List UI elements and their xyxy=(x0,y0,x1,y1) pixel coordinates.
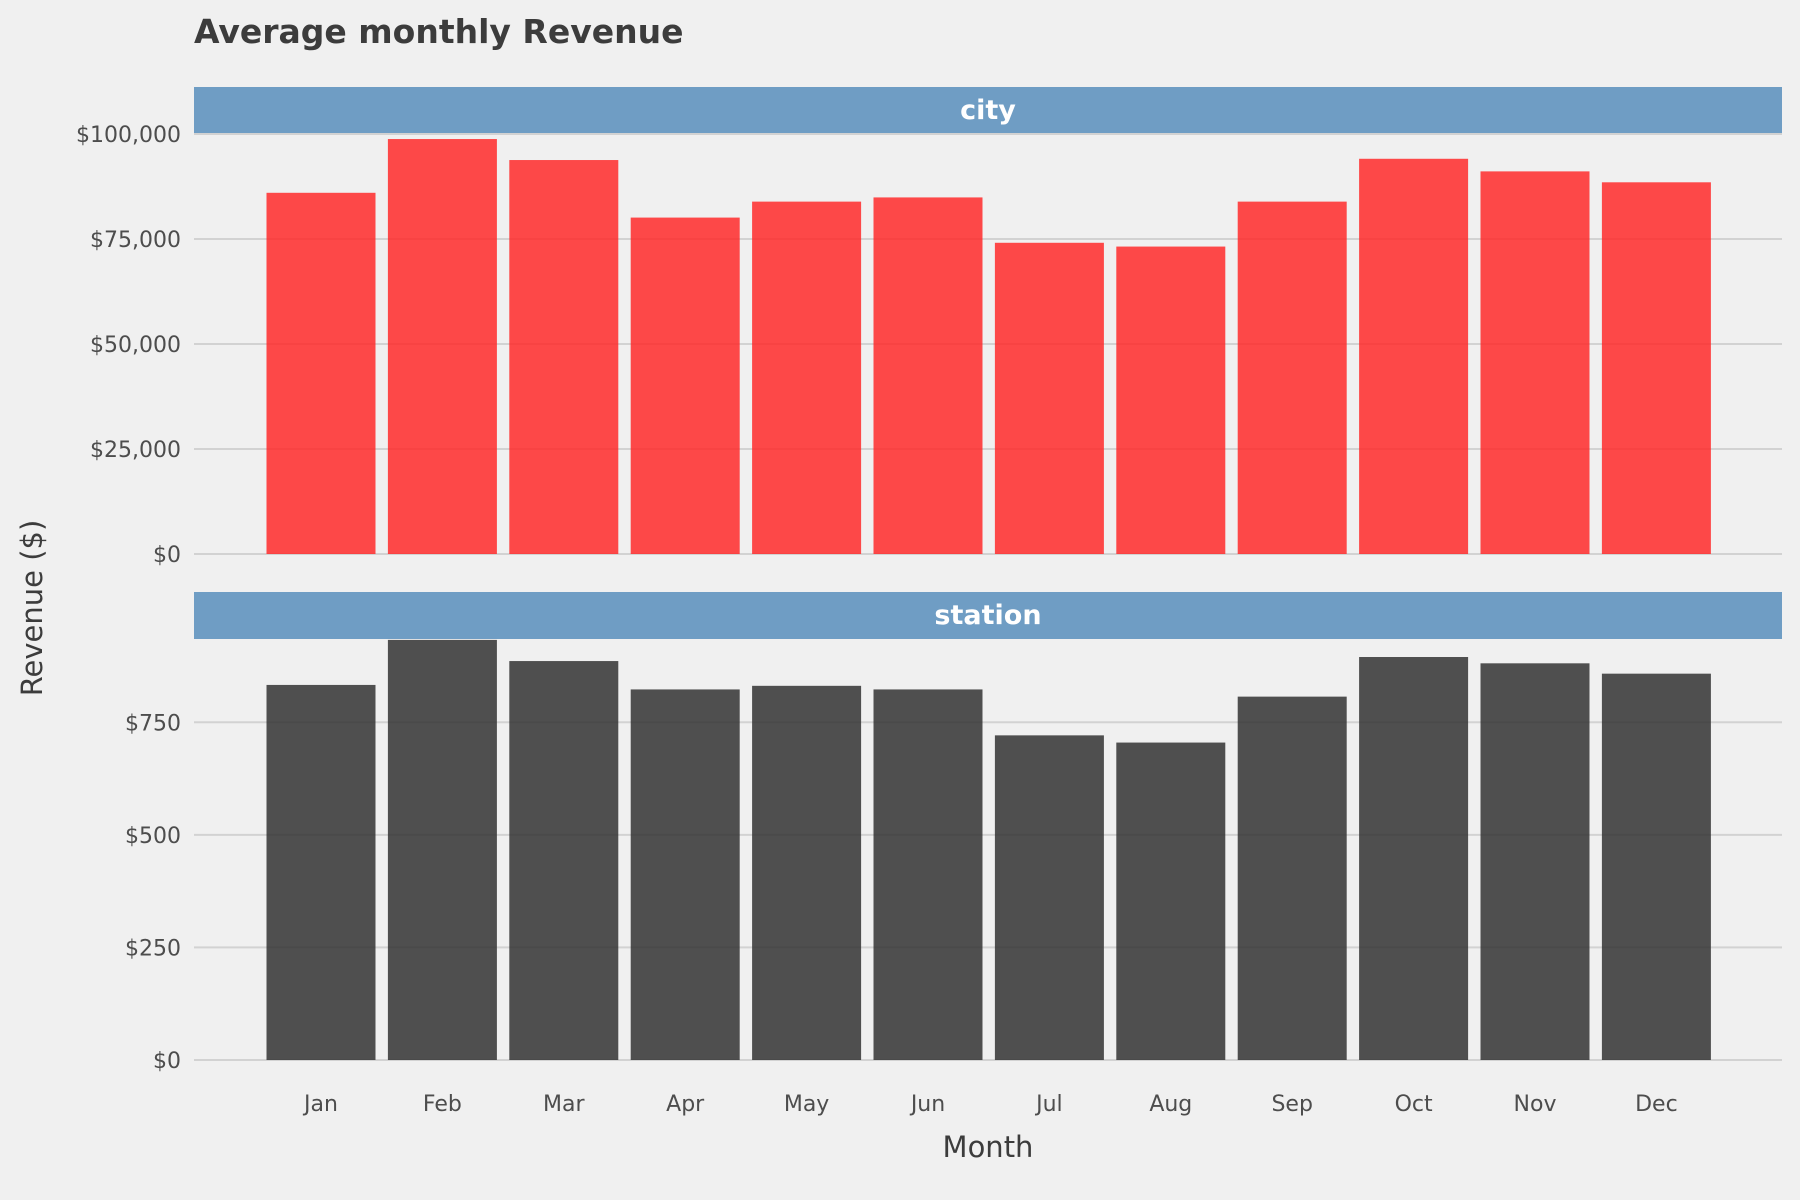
bar-station-mar xyxy=(509,661,619,1060)
y-tick-label-city-3: $75,000 xyxy=(90,228,181,253)
panel-station: station $0 $250 $500 $750 xyxy=(125,592,1782,1074)
bar-station-aug xyxy=(1116,742,1226,1060)
y-tick-label-station-2: $500 xyxy=(125,824,181,849)
bar-station-sep xyxy=(1237,696,1347,1060)
x-tick-label-oct: Oct xyxy=(1395,1092,1433,1117)
x-tick-label-may: May xyxy=(784,1092,829,1117)
y-tick-label-city-4: $100,000 xyxy=(76,123,181,148)
bar-city-may xyxy=(752,201,862,554)
x-tick-label-jul: Jul xyxy=(1034,1092,1063,1117)
bar-city-jul xyxy=(994,242,1104,554)
bar-city-jun xyxy=(873,197,983,555)
x-axis-title: Month xyxy=(943,1130,1034,1164)
bar-city-mar xyxy=(509,160,619,555)
strip-label-station: station xyxy=(934,600,1041,631)
bars-city xyxy=(266,139,1711,555)
strip-label-city: city xyxy=(960,95,1016,126)
x-tick-label-feb: Feb xyxy=(423,1092,462,1117)
y-axis-title: Revenue ($) xyxy=(15,520,49,697)
y-tick-label-city-2: $50,000 xyxy=(90,333,181,358)
bar-station-jul xyxy=(994,735,1104,1060)
bar-city-dec xyxy=(1601,182,1711,555)
bar-station-dec xyxy=(1601,673,1711,1060)
x-tick-label-jan: Jan xyxy=(302,1092,338,1117)
bar-station-oct xyxy=(1359,657,1469,1060)
bar-city-aug xyxy=(1116,246,1226,554)
bar-station-may xyxy=(752,685,862,1060)
y-tick-labels-city: $0 $25,000 $50,000 $75,000 $100,000 xyxy=(76,123,181,568)
bar-city-nov xyxy=(1480,171,1590,554)
panel-city: city $0 $25,000 $50,000 $75,000 $100,000 xyxy=(76,87,1782,568)
bar-station-jun xyxy=(873,689,983,1060)
x-tick-label-nov: Nov xyxy=(1514,1092,1557,1117)
x-tick-label-jun: Jun xyxy=(909,1092,945,1117)
bar-station-jan xyxy=(266,684,376,1060)
bars-station xyxy=(266,639,1711,1060)
chart-title: Average monthly Revenue xyxy=(194,12,683,51)
y-tick-labels-station: $0 $250 $500 $750 xyxy=(125,711,181,1074)
bar-city-feb xyxy=(387,139,497,555)
y-tick-label-city-0: $0 xyxy=(153,543,181,568)
x-tick-label-sep: Sep xyxy=(1271,1092,1312,1117)
bar-station-feb xyxy=(387,639,497,1060)
x-tick-label-aug: Aug xyxy=(1149,1092,1192,1117)
bar-station-nov xyxy=(1480,663,1590,1060)
bar-city-jan xyxy=(266,192,376,555)
y-tick-label-station-3: $750 xyxy=(125,711,181,736)
x-tick-label-dec: Dec xyxy=(1635,1092,1678,1117)
strip-city xyxy=(194,87,1782,134)
bar-city-oct xyxy=(1359,158,1469,554)
y-tick-label-city-1: $25,000 xyxy=(90,438,181,463)
x-tick-labels: Jan Feb Mar Apr May Jun Jul Aug Sep Oct Nov Dec xyxy=(302,1092,1678,1117)
bar-city-sep xyxy=(1237,201,1347,554)
y-tick-label-station-1: $250 xyxy=(125,936,181,961)
bar-city-apr xyxy=(630,217,740,554)
x-tick-label-apr: Apr xyxy=(666,1092,705,1117)
bar-station-apr xyxy=(630,689,740,1060)
x-tick-label-mar: Mar xyxy=(543,1092,585,1117)
strip-station xyxy=(194,592,1782,639)
y-tick-label-station-0: $0 xyxy=(153,1049,181,1074)
